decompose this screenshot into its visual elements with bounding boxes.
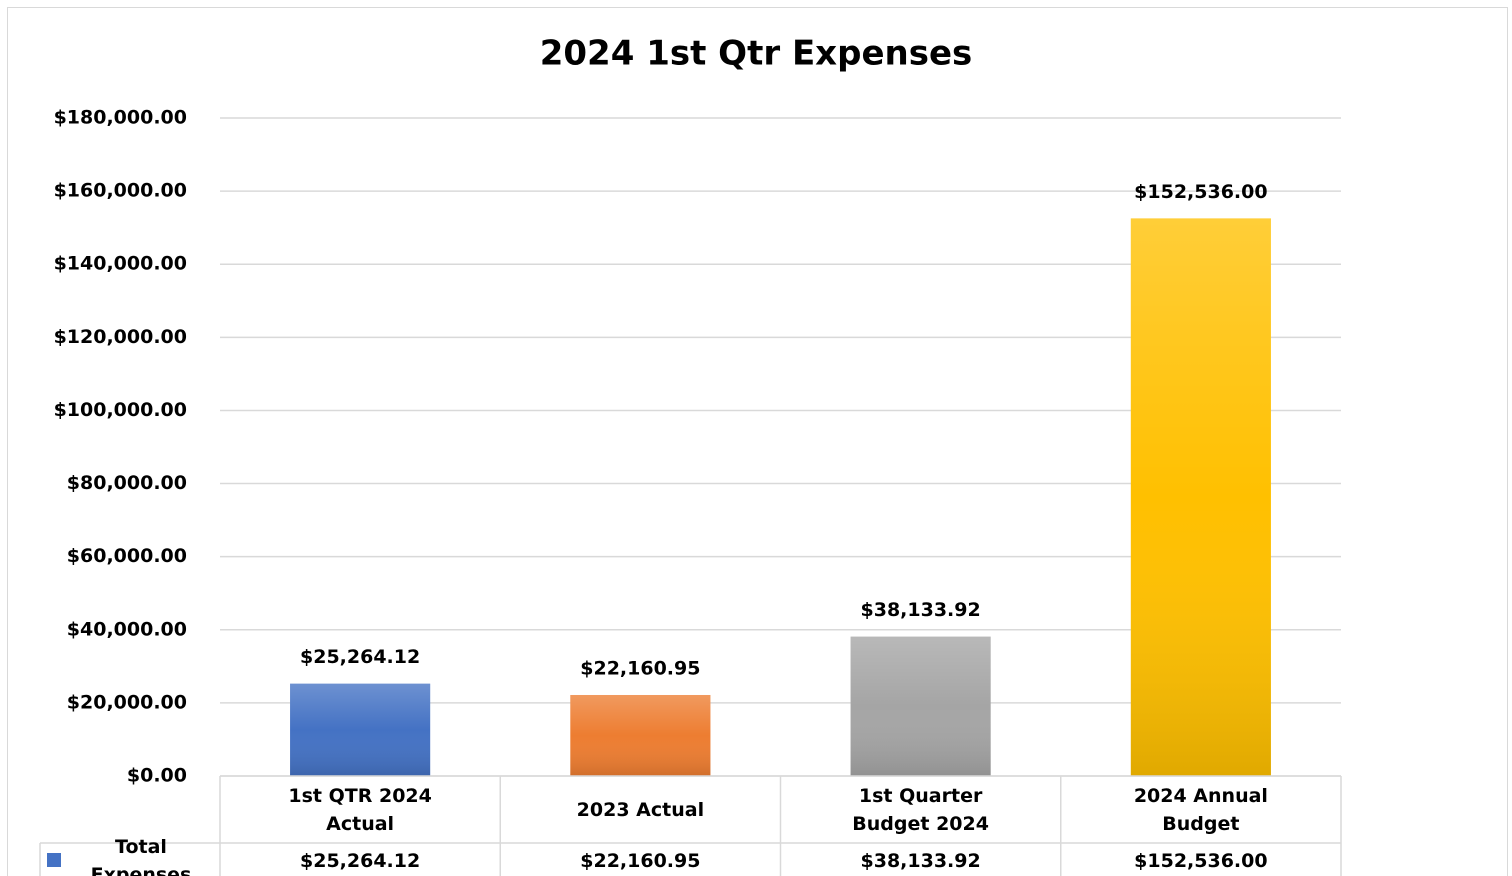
chart-title: 2024 1st Qtr Expenses (540, 34, 973, 74)
y-tick-label: $160,000.00 (54, 180, 187, 202)
data-label: $38,133.92 (861, 599, 981, 621)
legend-key (47, 853, 61, 867)
y-tick-label: $60,000.00 (67, 545, 187, 567)
x-tick-label: 1st QTR 2024 Actual (288, 784, 432, 835)
y-tick-label: $80,000.00 (67, 472, 187, 494)
table-value: $22,160.95 (580, 850, 701, 872)
data-label: $22,160.95 (580, 657, 700, 679)
x-tick-label: 1st Quarter Budget 2024 (852, 784, 989, 835)
table-value: $38,133.92 (860, 850, 981, 872)
data-label: $152,536.00 (1134, 181, 1267, 203)
y-tick-label: $20,000.00 (67, 691, 187, 713)
bar-shade (850, 636, 991, 776)
bar-shade (1130, 218, 1271, 776)
legend-label: Total Expenses (90, 836, 192, 876)
table-value: $25,264.12 (300, 850, 421, 872)
y-tick-label: $100,000.00 (54, 399, 187, 421)
y-tick-label: $0.00 (127, 765, 187, 787)
y-tick-label: $40,000.00 (67, 618, 187, 640)
chart-border (7, 7, 1508, 876)
y-tick-label: $180,000.00 (54, 107, 187, 129)
table-value: $152,536.00 (1134, 850, 1268, 872)
bar-shade (290, 683, 431, 776)
y-tick-label: $120,000.00 (54, 326, 187, 348)
x-tick-label: 2024 Annual Budget (1133, 784, 1268, 835)
x-tick-label: 2023 Actual (576, 798, 705, 821)
data-label: $25,264.12 (300, 646, 420, 668)
bar-shade (570, 694, 711, 776)
y-tick-label: $140,000.00 (54, 253, 187, 275)
